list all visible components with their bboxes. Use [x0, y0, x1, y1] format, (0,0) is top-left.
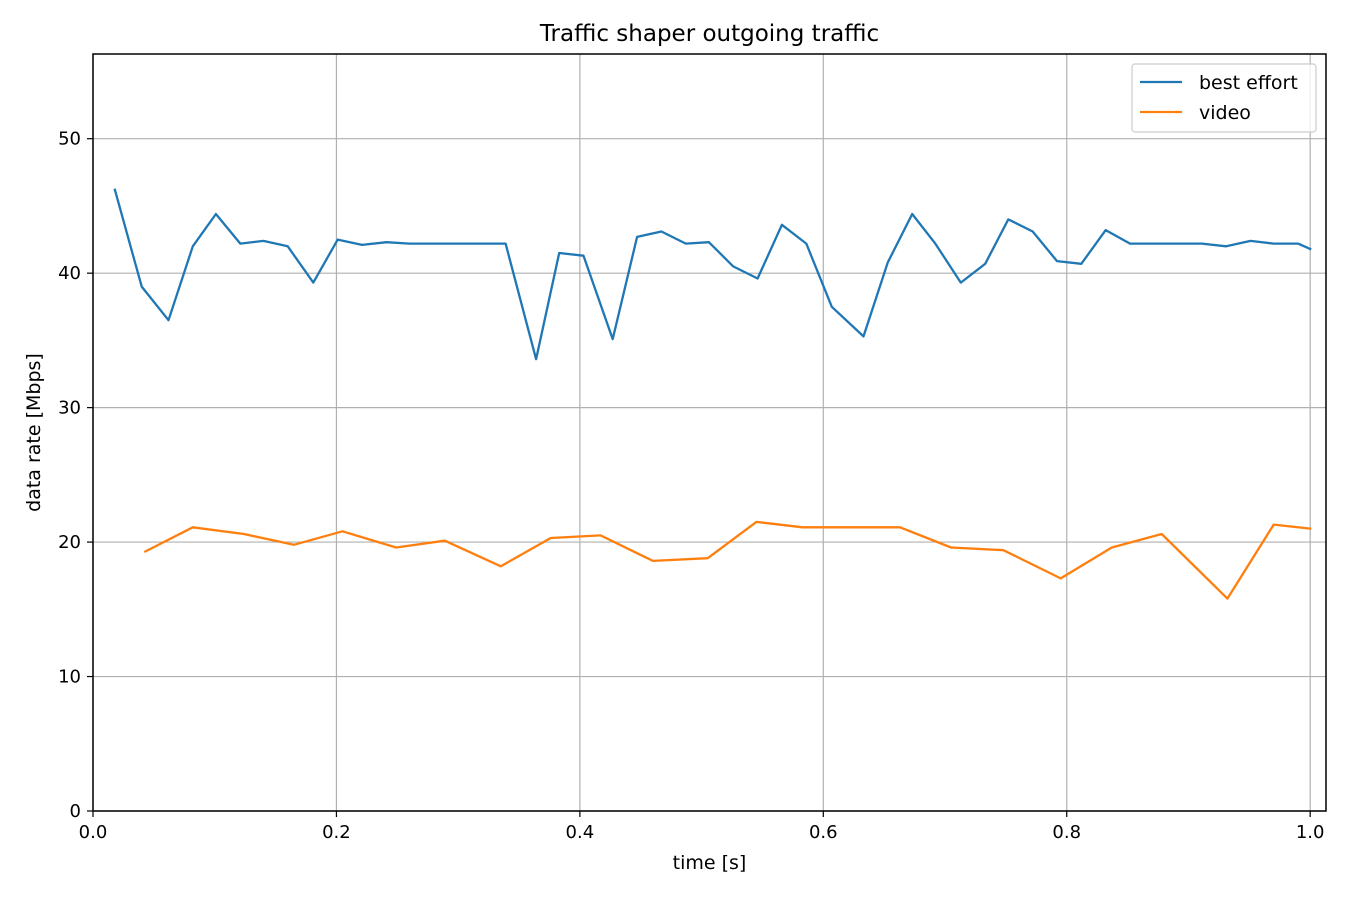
x-tick-label: 0.4 — [566, 822, 595, 843]
y-tick-label: 20 — [58, 532, 81, 553]
y-tick-label: 10 — [58, 667, 81, 688]
y-tick-label: 50 — [58, 129, 81, 150]
y-axis: 0 10 20 30 40 50 — [58, 129, 93, 822]
series-line-video — [143, 520, 1312, 600]
series-layer — [113, 188, 1312, 600]
series-line-best-effort — [113, 188, 1312, 361]
x-tick-label: 1.0 — [1296, 822, 1325, 843]
legend: best effort video — [1131, 63, 1317, 133]
legend-label: video — [1199, 102, 1251, 124]
x-tick-label: 0.8 — [1052, 822, 1081, 843]
y-tick-label: 30 — [58, 398, 81, 419]
y-axis-label: data rate [Mbps] — [23, 353, 45, 512]
y-tick-label: 0 — [70, 801, 81, 822]
x-axis-label: time [s] — [673, 852, 747, 874]
chart-title: Traffic shaper outgoing traffic — [539, 21, 879, 47]
x-tick-label: 0.2 — [322, 822, 351, 843]
legend-label: best effort — [1199, 72, 1298, 94]
x-tick-label: 0.6 — [809, 822, 838, 843]
x-tick-label: 0.0 — [79, 822, 108, 843]
plot-frame — [92, 53, 1327, 812]
y-tick-label: 40 — [58, 263, 81, 284]
x-axis: 0.0 0.2 0.4 0.6 0.8 1.0 — [79, 811, 1325, 843]
